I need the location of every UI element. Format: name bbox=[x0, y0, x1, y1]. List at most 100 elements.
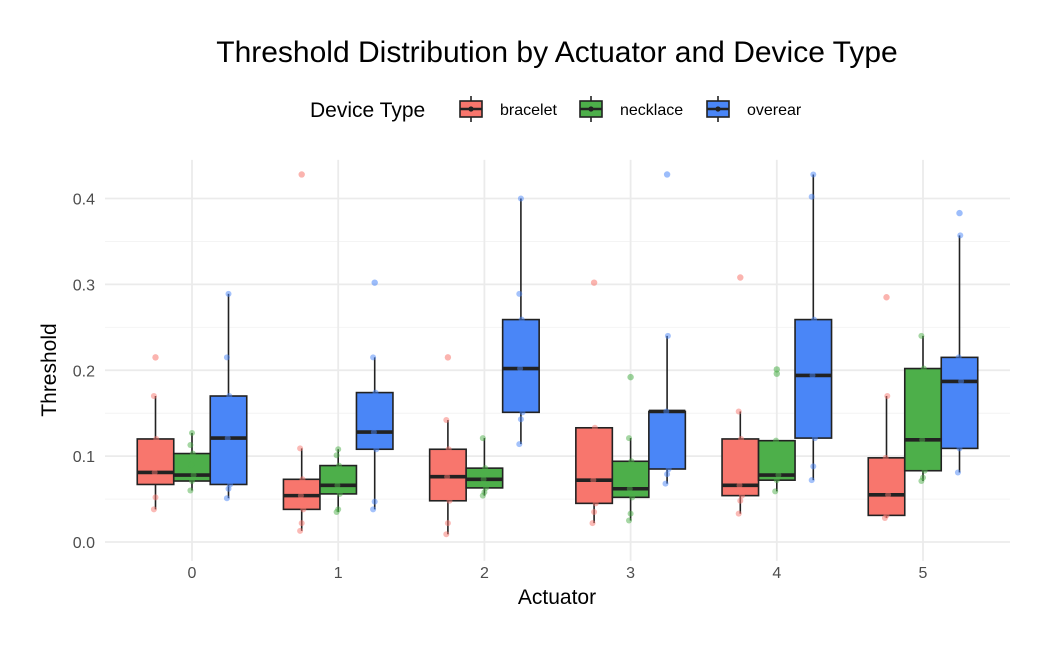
box-bracelet-0 bbox=[136, 354, 175, 513]
x-tick-label: 3 bbox=[626, 565, 635, 582]
data-point bbox=[297, 492, 304, 499]
plot-area: 0.0 0.1 0.2 0.3 0.4 0 1 2 3 4 5 bbox=[73, 159, 1010, 582]
data-point bbox=[223, 354, 230, 361]
outlier-point bbox=[590, 279, 598, 286]
series-necklace bbox=[172, 332, 943, 524]
data-point bbox=[150, 393, 157, 400]
legend: Device Type bracelet necklace overear bbox=[310, 96, 802, 122]
data-point bbox=[150, 506, 157, 513]
data-point bbox=[592, 500, 599, 507]
legend-label: bracelet bbox=[500, 102, 557, 119]
data-point bbox=[189, 478, 195, 485]
data-point bbox=[628, 458, 635, 465]
y-tick-label: 0.0 bbox=[73, 535, 95, 552]
box-iqr bbox=[648, 410, 687, 470]
box-bracelet-1 bbox=[282, 171, 321, 534]
y-tick-label: 0.2 bbox=[73, 363, 95, 380]
outlier-point bbox=[663, 171, 671, 178]
box-iqr bbox=[611, 460, 650, 499]
outlier-point bbox=[773, 366, 780, 373]
box-necklace-5 bbox=[903, 332, 943, 485]
data-point bbox=[483, 484, 489, 491]
data-point bbox=[187, 441, 194, 448]
y-axis-title: Threshold bbox=[38, 323, 61, 416]
data-point bbox=[808, 193, 815, 200]
data-point bbox=[373, 446, 380, 453]
data-point bbox=[920, 365, 927, 372]
outlier-point bbox=[444, 354, 452, 361]
grid bbox=[105, 159, 1010, 561]
data-point bbox=[626, 485, 633, 492]
outlier-point bbox=[883, 294, 890, 301]
box-bracelet-2 bbox=[428, 354, 467, 538]
y-tick-label: 0.1 bbox=[73, 449, 95, 466]
data-point bbox=[664, 332, 671, 339]
data-point bbox=[737, 497, 744, 504]
data-point bbox=[227, 481, 234, 488]
data-point bbox=[517, 195, 524, 202]
box-overear-5 bbox=[940, 209, 979, 476]
data-point bbox=[589, 520, 596, 527]
data-point bbox=[480, 476, 487, 483]
data-point bbox=[336, 490, 343, 497]
data-point bbox=[956, 445, 963, 452]
box-overear-0 bbox=[209, 290, 248, 502]
box-necklace-0 bbox=[172, 429, 212, 494]
data-point bbox=[884, 393, 891, 400]
data-point bbox=[445, 446, 452, 453]
data-point bbox=[772, 488, 779, 495]
data-point bbox=[516, 441, 523, 448]
data-point bbox=[738, 492, 745, 499]
legend-item-necklace: necklace bbox=[579, 96, 683, 122]
data-point bbox=[885, 491, 892, 498]
data-point bbox=[370, 506, 377, 513]
box-necklace-3 bbox=[611, 373, 650, 524]
data-point bbox=[882, 454, 889, 461]
data-point bbox=[629, 494, 636, 501]
data-point bbox=[335, 446, 342, 453]
data-point bbox=[189, 429, 195, 436]
data-point bbox=[444, 520, 451, 527]
data-point bbox=[954, 469, 961, 476]
data-point bbox=[479, 435, 486, 442]
data-point bbox=[518, 316, 525, 323]
data-point bbox=[773, 477, 780, 484]
data-point bbox=[443, 531, 450, 538]
legend-item-overear: overear bbox=[706, 96, 802, 122]
outlier-point bbox=[152, 354, 159, 361]
data-point bbox=[626, 517, 632, 524]
x-tick-label: 1 bbox=[334, 565, 343, 582]
legend-label: necklace bbox=[620, 102, 683, 119]
data-point bbox=[921, 467, 928, 474]
data-point bbox=[297, 445, 304, 452]
box-iqr bbox=[867, 457, 906, 517]
data-point bbox=[665, 466, 672, 473]
y-tick-label: 0.3 bbox=[73, 277, 95, 294]
data-point bbox=[334, 482, 341, 489]
box-overear-4 bbox=[794, 171, 833, 484]
data-point bbox=[151, 469, 158, 476]
data-point bbox=[738, 435, 745, 442]
box-iqr bbox=[319, 464, 358, 495]
box-overear-2 bbox=[501, 195, 540, 448]
data-point bbox=[336, 462, 342, 469]
data-point bbox=[735, 510, 742, 517]
box-iqr bbox=[940, 356, 979, 450]
legend-key-point bbox=[588, 106, 594, 112]
x-tick-label: 0 bbox=[188, 565, 197, 582]
data-point bbox=[333, 452, 340, 459]
outlier-point bbox=[956, 209, 963, 217]
data-point bbox=[810, 463, 817, 470]
box-iqr bbox=[903, 367, 943, 472]
data-point bbox=[299, 476, 306, 483]
box-necklace-2 bbox=[465, 435, 504, 499]
data-point bbox=[517, 416, 524, 423]
data-point bbox=[444, 473, 451, 480]
data-point bbox=[446, 497, 453, 504]
legend-key-point bbox=[468, 106, 474, 112]
box-necklace-4 bbox=[757, 366, 796, 495]
data-point bbox=[297, 527, 304, 534]
data-point bbox=[153, 435, 160, 442]
data-point bbox=[482, 465, 489, 472]
data-point bbox=[735, 408, 742, 415]
